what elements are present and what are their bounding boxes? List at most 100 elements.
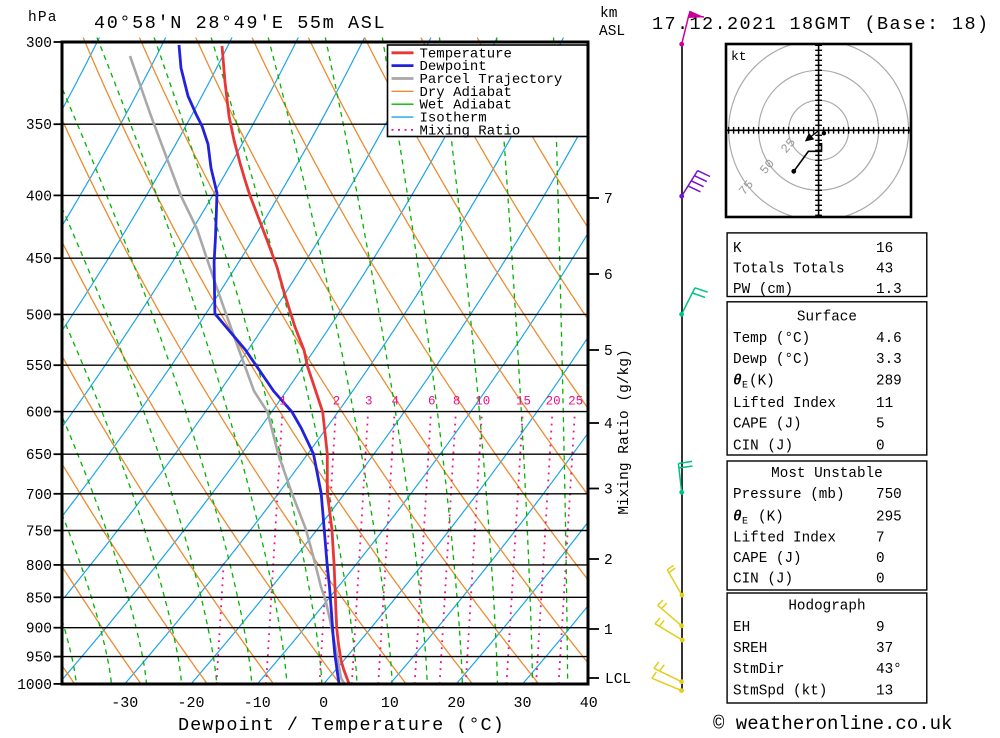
- svg-text:1: 1: [604, 623, 613, 639]
- svg-text:-10: -10: [244, 695, 271, 712]
- svg-text:37: 37: [876, 641, 893, 657]
- svg-text:0: 0: [319, 695, 328, 712]
- svg-text:ASL: ASL: [599, 24, 625, 40]
- svg-text:1.3: 1.3: [876, 282, 902, 298]
- svg-text:8: 8: [453, 395, 461, 409]
- svg-text:7: 7: [604, 192, 613, 208]
- svg-text:K: K: [733, 241, 742, 257]
- svg-text:CAPE (J): CAPE (J): [733, 551, 802, 567]
- svg-text:0: 0: [876, 439, 885, 455]
- svg-text:Hodograph: Hodograph: [788, 599, 865, 615]
- svg-text:PW (cm): PW (cm): [733, 282, 793, 298]
- svg-text:450: 450: [26, 252, 52, 268]
- svg-text:3: 3: [365, 395, 373, 409]
- svg-text:StmDir: StmDir: [733, 662, 784, 678]
- svg-text:15: 15: [516, 395, 531, 409]
- svg-text:13: 13: [876, 684, 893, 700]
- svg-text:3: 3: [604, 483, 613, 499]
- svg-text:Mixing Ratio: Mixing Ratio: [420, 123, 521, 139]
- svg-text:750: 750: [876, 487, 902, 503]
- svg-text:E: E: [742, 517, 748, 528]
- svg-text:4: 4: [604, 417, 613, 433]
- svg-text:16: 16: [876, 241, 893, 257]
- svg-text:Most Unstable: Most Unstable: [771, 466, 883, 482]
- svg-text:10: 10: [475, 395, 490, 409]
- svg-text:295: 295: [876, 510, 902, 526]
- svg-text:650: 650: [26, 448, 52, 464]
- svg-text:EH: EH: [733, 620, 750, 636]
- svg-text:CAPE (J): CAPE (J): [733, 417, 802, 433]
- svg-text:© weatheronline.co.uk: © weatheronline.co.uk: [713, 713, 952, 733]
- svg-text:Temperature: Temperature: [420, 46, 512, 62]
- svg-text:2: 2: [604, 553, 613, 569]
- svg-text:Dry Adiabat: Dry Adiabat: [420, 85, 512, 101]
- svg-text:850: 850: [26, 591, 52, 607]
- svg-text:43°: 43°: [876, 662, 902, 678]
- svg-text:7: 7: [876, 531, 885, 547]
- svg-text:Lifted Index: Lifted Index: [733, 396, 836, 412]
- svg-text:40: 40: [580, 695, 598, 712]
- svg-text:25: 25: [568, 395, 583, 409]
- svg-text:hPa: hPa: [28, 10, 58, 26]
- svg-text:550: 550: [26, 359, 52, 375]
- svg-text:800: 800: [26, 559, 52, 575]
- svg-text:Isotherm: Isotherm: [420, 111, 487, 127]
- svg-text:5: 5: [876, 417, 885, 433]
- svg-text:0: 0: [876, 572, 885, 588]
- svg-text:1000: 1000: [17, 678, 52, 694]
- svg-text:Dewpoint: Dewpoint: [420, 59, 487, 75]
- svg-text:CIN (J): CIN (J): [733, 439, 793, 455]
- svg-text:θ: θ: [733, 374, 742, 390]
- svg-text:-30: -30: [111, 695, 138, 712]
- svg-text:(K): (K): [758, 510, 784, 526]
- svg-text:289: 289: [876, 374, 902, 390]
- svg-text:Surface: Surface: [797, 310, 857, 326]
- svg-text:kt: kt: [731, 49, 747, 64]
- svg-text:4: 4: [392, 395, 400, 409]
- svg-text:Pressure (mb): Pressure (mb): [733, 487, 845, 503]
- svg-text:17.12.2021 18GMT (Base: 18): 17.12.2021 18GMT (Base: 18): [652, 14, 990, 35]
- svg-text:4.6: 4.6: [876, 331, 902, 347]
- svg-text:30: 30: [513, 695, 531, 712]
- svg-text:9: 9: [876, 620, 885, 636]
- svg-text:Wet Adiabat: Wet Adiabat: [420, 98, 512, 114]
- svg-text:20: 20: [447, 695, 465, 712]
- svg-text:700: 700: [26, 488, 52, 504]
- svg-text:Parcel Trajectory: Parcel Trajectory: [420, 72, 563, 88]
- svg-text:5: 5: [604, 344, 613, 360]
- svg-text:950: 950: [26, 651, 52, 667]
- svg-text:LCL: LCL: [605, 672, 631, 688]
- svg-text:600: 600: [26, 406, 52, 422]
- svg-text:20: 20: [546, 395, 561, 409]
- svg-text:Mixing Ratio (g/kg): Mixing Ratio (g/kg): [617, 349, 633, 514]
- svg-text:(K): (K): [749, 374, 775, 390]
- svg-text:SREH: SREH: [733, 641, 767, 657]
- svg-text:Totals Totals: Totals Totals: [733, 262, 845, 278]
- svg-text:0: 0: [876, 551, 885, 567]
- svg-text:E: E: [742, 381, 748, 392]
- svg-text:Dewpoint / Temperature (°C): Dewpoint / Temperature (°C): [178, 715, 505, 733]
- svg-text:-20: -20: [177, 695, 204, 712]
- svg-text:300: 300: [26, 36, 52, 52]
- svg-text:Temp (°C): Temp (°C): [733, 331, 810, 347]
- svg-text:6: 6: [604, 268, 613, 284]
- svg-text:StmSpd (kt): StmSpd (kt): [733, 684, 827, 700]
- svg-text:km: km: [600, 6, 617, 22]
- svg-text:350: 350: [26, 118, 52, 134]
- svg-text:3.3: 3.3: [876, 352, 902, 368]
- svg-text:900: 900: [26, 622, 52, 638]
- svg-text:43: 43: [876, 262, 893, 278]
- svg-text:750: 750: [26, 525, 52, 541]
- svg-text:θ: θ: [733, 510, 742, 526]
- svg-text:2: 2: [333, 395, 341, 409]
- svg-text:10: 10: [381, 695, 399, 712]
- svg-text:Dewp (°C): Dewp (°C): [733, 352, 810, 368]
- svg-text:11: 11: [876, 396, 893, 412]
- svg-text:400: 400: [26, 189, 52, 205]
- svg-text:Lifted Index: Lifted Index: [733, 531, 836, 547]
- svg-text:40°58'N 28°49'E 55m ASL: 40°58'N 28°49'E 55m ASL: [94, 13, 386, 34]
- svg-text:6: 6: [428, 395, 436, 409]
- svg-text:CIN (J): CIN (J): [733, 572, 793, 588]
- svg-text:500: 500: [26, 308, 52, 324]
- svg-text:1: 1: [279, 395, 287, 409]
